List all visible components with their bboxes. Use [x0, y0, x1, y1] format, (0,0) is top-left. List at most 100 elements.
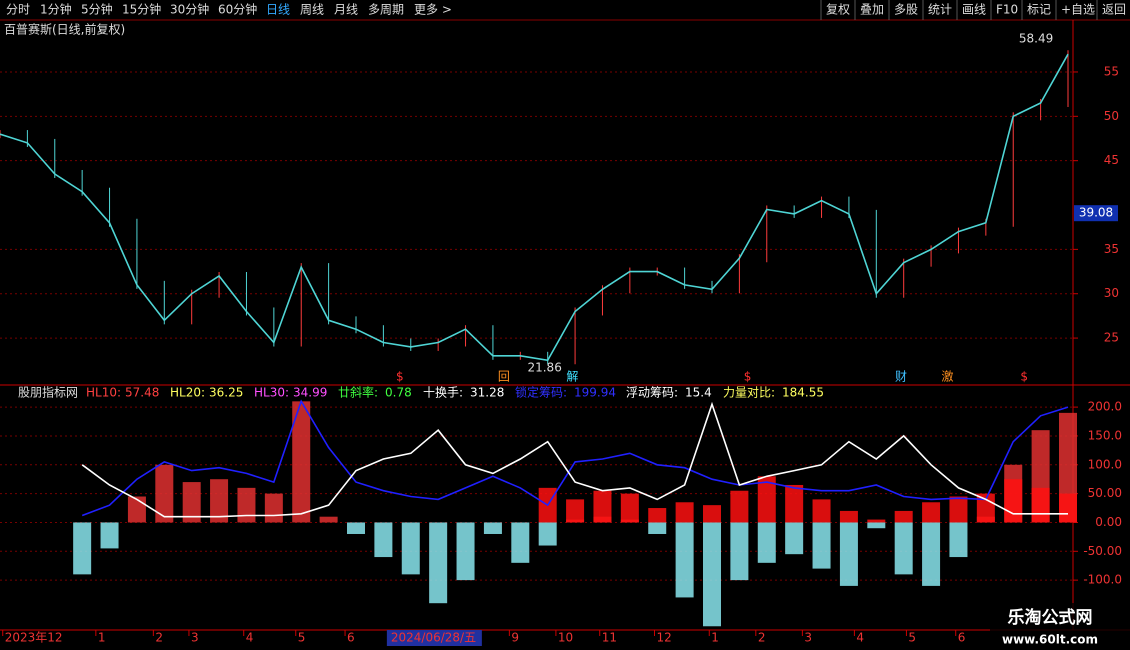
legend-label: HL20: — [170, 386, 205, 400]
x-tick-label: 2023年12 — [5, 631, 63, 645]
x-tick-label: 6 — [347, 631, 355, 645]
indicator-bar — [292, 401, 311, 523]
x-tick-label: 2 — [758, 631, 766, 645]
indicator-bar — [785, 522, 804, 555]
indicator-bar — [1004, 479, 1023, 523]
toolbar-button[interactable]: +自选 — [1061, 3, 1095, 17]
event-marker[interactable]: $ — [744, 370, 752, 384]
price-annotation: 58.49 — [1019, 32, 1053, 46]
y-tick-label: 50 — [1104, 109, 1119, 123]
x-tick-label: 2 — [155, 631, 163, 645]
y-tick-label: 30 — [1104, 286, 1119, 300]
x-tick-label: 1 — [98, 631, 106, 645]
x-tick-label: 1 — [711, 631, 719, 645]
toolbar-item[interactable]: 15分钟 — [122, 2, 161, 17]
event-marker[interactable]: 激 — [941, 370, 953, 384]
indicator-bar — [1031, 487, 1050, 523]
indicator-bar — [757, 522, 776, 563]
event-marker[interactable]: 财 — [895, 370, 907, 384]
x-tick-label: 9 — [511, 631, 519, 645]
price-line — [0, 53, 1069, 362]
x-tick-label: 4 — [856, 631, 864, 645]
x-tick-label: 5 — [298, 631, 306, 645]
legend-label: 力量对比: — [723, 386, 775, 400]
indicator-bar — [182, 482, 201, 523]
x-tick-label: 10 — [558, 631, 573, 645]
indicator-bar — [538, 522, 557, 546]
indicator-bar — [839, 522, 858, 586]
watermark-bg — [990, 603, 1130, 650]
indicator-bar — [237, 487, 256, 523]
indicator-bar — [757, 476, 776, 523]
legend-value: 57.48 — [125, 386, 159, 400]
indicator-line — [81, 401, 1068, 518]
toolbar-button[interactable]: 叠加 — [860, 3, 884, 17]
x-tick-label: 3 — [804, 631, 812, 645]
indicator-bar — [675, 502, 694, 523]
legend-label: HL10: — [86, 386, 121, 400]
indicator-line — [81, 399, 1069, 517]
toolbar-item[interactable]: 1分钟 — [40, 2, 72, 17]
indicator-bar — [867, 522, 886, 529]
y-tick-label: -50.00 — [1083, 544, 1122, 558]
indicator-bar — [155, 464, 174, 523]
indicator-bar — [648, 508, 667, 523]
y-tick-label: 55 — [1104, 64, 1119, 78]
toolbar-button[interactable]: 画线 — [962, 3, 986, 17]
indicator-bar — [785, 484, 804, 523]
y-tick-label: 25 — [1104, 331, 1119, 345]
x-tick-highlight — [386, 630, 482, 646]
x-tick-label: 12 — [656, 631, 671, 645]
indicator-bar — [593, 490, 612, 523]
indicator-bar — [839, 510, 858, 523]
indicator-bar — [319, 516, 338, 523]
indicator-bar — [210, 479, 229, 523]
indicator-bar — [812, 499, 831, 523]
y-tick-label: -100.0 — [1083, 573, 1122, 587]
toolbar-item[interactable]: 5分钟 — [81, 2, 113, 17]
x-tick-label: 5 — [908, 631, 916, 645]
indicator-bar — [1059, 493, 1077, 523]
toolbar-item[interactable]: 周线 — [300, 3, 324, 17]
last-price-box — [1074, 205, 1118, 222]
event-marker[interactable]: $ — [396, 370, 404, 384]
indicator-bar — [264, 493, 283, 523]
indicator-bar — [566, 499, 585, 523]
indicator-bar — [73, 522, 92, 575]
indicator-title: 股朋指标网 — [18, 385, 78, 400]
toolbar-button[interactable]: 多股 — [894, 3, 918, 17]
toolbar-item[interactable]: 更多 > — [414, 3, 452, 17]
x-tick-label: 6 — [958, 631, 966, 645]
y-tick-label: 50.00 — [1088, 486, 1122, 500]
toolbar-button[interactable]: 返回 — [1102, 3, 1126, 17]
legend-label: 十换手: — [423, 386, 463, 400]
indicator-bar — [894, 510, 913, 523]
legend-value: 0.78 — [385, 386, 412, 400]
toolbar-item[interactable]: 60分钟 — [218, 2, 257, 17]
toolbar-item[interactable]: 30分钟 — [170, 2, 209, 17]
toolbar-item[interactable]: 分时 — [6, 3, 30, 17]
indicator-bar — [976, 493, 995, 523]
event-marker[interactable]: 解 — [566, 370, 578, 384]
toolbar-button[interactable]: F10 — [996, 3, 1018, 17]
legend-label: 廿斜率: — [338, 385, 378, 400]
toolbar-item[interactable]: 日线 — [266, 3, 290, 17]
y-tick-label: 35 — [1104, 242, 1119, 256]
toolbar-button[interactable]: 统计 — [928, 3, 952, 17]
event-marker[interactable]: $ — [1020, 370, 1028, 384]
legend-label: 浮动筹码: — [626, 386, 678, 400]
indicator-bar — [648, 522, 667, 534]
toolbar-item[interactable]: 月线 — [334, 3, 358, 17]
toolbar-item[interactable]: 多周期 — [368, 3, 404, 17]
indicator-bar — [949, 496, 968, 523]
toolbar-button[interactable]: 复权 — [826, 3, 850, 17]
x-tick-label: 4 — [246, 631, 254, 645]
legend-value: 15.4 — [685, 386, 712, 400]
indicator-bar — [127, 496, 146, 523]
x-tick-label: 3 — [191, 631, 199, 645]
y-tick-label: 200.0 — [1088, 400, 1122, 414]
event-marker[interactable]: 回 — [498, 370, 510, 384]
price-annotation: 21.86 — [527, 360, 561, 374]
toolbar-button[interactable]: 标记 — [1027, 3, 1051, 17]
